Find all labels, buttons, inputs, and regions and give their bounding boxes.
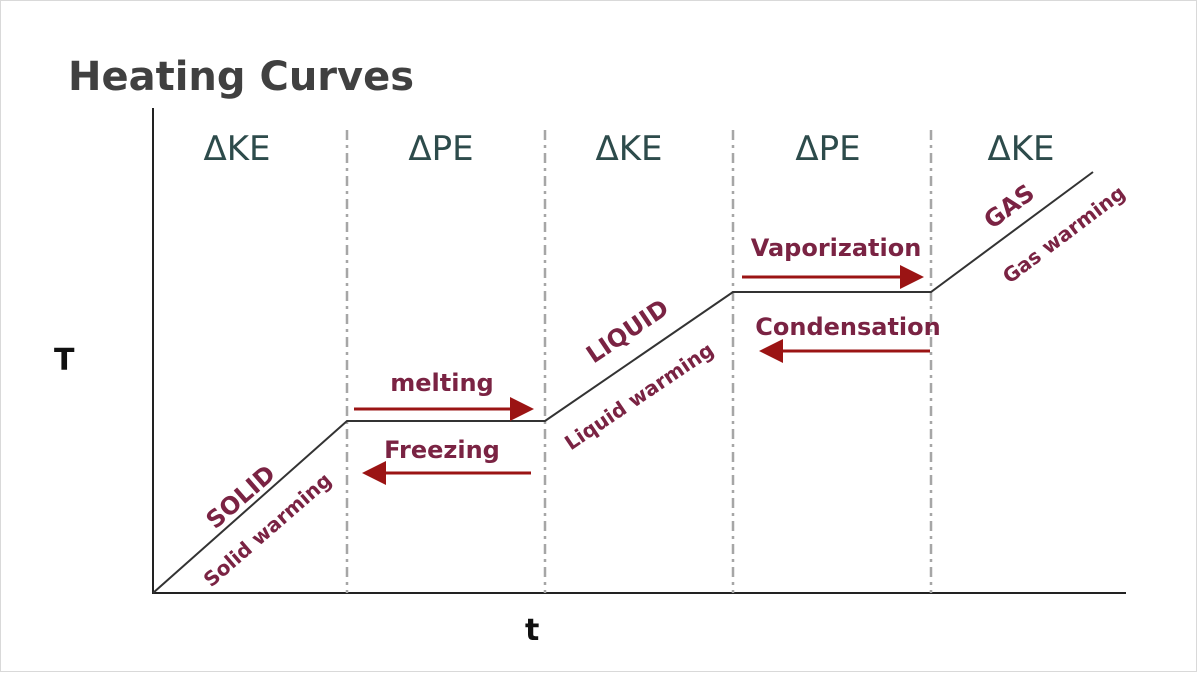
- title: Heating Curves: [68, 54, 414, 100]
- phase-label: GAS: [979, 179, 1040, 235]
- region-label: ΔKE: [987, 129, 1054, 169]
- region-label: ΔPE: [795, 129, 860, 169]
- x-axis-label: t: [525, 613, 539, 648]
- region-label: ΔPE: [408, 129, 473, 169]
- phase-label: LIQUID: [581, 294, 674, 369]
- y-axis-label: T: [54, 343, 75, 378]
- process-label: Freezing: [384, 436, 500, 464]
- process-label: Condensation: [755, 313, 940, 341]
- process-label: melting: [390, 369, 493, 397]
- heating-curve: [152, 171, 1094, 594]
- region-label: ΔKE: [595, 129, 662, 169]
- region-label: ΔKE: [203, 129, 270, 169]
- process-label: Vaporization: [751, 234, 922, 262]
- segment-label: Liquid warming: [560, 337, 718, 454]
